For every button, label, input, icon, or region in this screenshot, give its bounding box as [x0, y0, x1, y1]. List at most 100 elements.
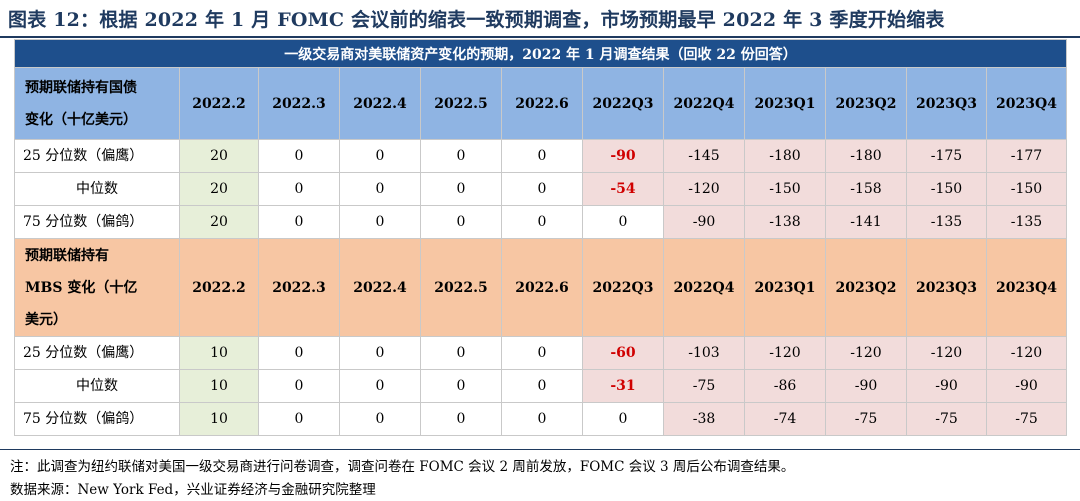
figure-title: 图表 12：根据 2022 年 1 月 FOMC 会议前的缩表一致预期调查，市场…: [8, 9, 945, 31]
value-cell: -74: [744, 402, 826, 436]
value-cell: 0: [339, 369, 421, 403]
value-cell: 0: [339, 402, 421, 436]
row-label: 中位数: [14, 172, 180, 206]
value-cell: 0: [339, 205, 421, 239]
period-header-cell: 2022Q4: [663, 67, 745, 140]
value-cell: 0: [420, 369, 502, 403]
value-cell: -60: [582, 336, 664, 370]
value-cell: -175: [906, 139, 987, 173]
period-header-cell: 2023Q3: [906, 238, 987, 337]
value-cell: 20: [179, 172, 259, 206]
value-cell: 10: [179, 369, 259, 403]
period-header-cell: 2023Q4: [986, 238, 1067, 337]
value-cell: -38: [663, 402, 745, 436]
value-cell: -90: [663, 205, 745, 239]
banner-row: 一级交易商对美联储资产变化的预期，2022 年 1 月调查结果（回收 22 份回…: [14, 39, 1067, 68]
mbs-table-row: 中位数 10 0 0 0 0 -31 -75 -86 -90 -90 -90: [14, 369, 1067, 403]
value-cell: -150: [744, 172, 826, 206]
value-cell: -75: [906, 402, 987, 436]
period-header-cell: 2022.2: [179, 67, 259, 140]
value-cell: -90: [582, 139, 664, 173]
value-cell: -141: [825, 205, 907, 239]
treasury-table-row: 25 分位数（偏鹰） 20 0 0 0 0 -90 -145 -180 -180 -175 -177: [14, 139, 1067, 173]
mbs-header-label-line: MBS 变化（十亿: [25, 279, 138, 296]
period-header-cell: 2023Q1: [744, 67, 826, 140]
period-header-cell: 2023Q3: [906, 67, 987, 140]
value-cell: -158: [825, 172, 907, 206]
mbs-header-label: 预期联储持有 MBS 变化（十亿 美元）: [14, 238, 180, 337]
row-label: 25 分位数（偏鹰）: [14, 139, 180, 173]
period-header-cell: 2022Q3: [582, 238, 664, 337]
period-header-cell: 2022.3: [258, 67, 340, 140]
treasury-table-row: 中位数 20 0 0 0 0 -54 -120 -150 -158 -150 -150: [14, 172, 1067, 206]
period-header-cell: 2023Q1: [744, 238, 826, 337]
period-header-cell: 2023Q2: [825, 67, 907, 140]
period-header-cell: 2022.4: [339, 238, 421, 337]
period-header-cell: 2022Q4: [663, 238, 745, 337]
mbs-header-label-line: 美元）: [25, 311, 67, 328]
value-cell: 20: [179, 205, 259, 239]
figure-title-bar: 图表 12：根据 2022 年 1 月 FOMC 会议前的缩表一致预期调查，市场…: [0, 0, 1080, 38]
treasury-header-label: 预期联储持有国债 变化（十亿美元）: [14, 67, 180, 140]
value-cell: -90: [986, 369, 1067, 403]
table-note: 注：此调查为纽约联储对美国一级交易商进行问卷调查，调查问卷在 FOMC 会议 2…: [10, 459, 795, 475]
value-cell: 10: [179, 402, 259, 436]
value-cell: -120: [825, 336, 907, 370]
period-header-cell: 2023Q4: [986, 67, 1067, 140]
value-cell: -103: [663, 336, 745, 370]
table-banner: 一级交易商对美联储资产变化的预期，2022 年 1 月调查结果（回收 22 份回…: [14, 39, 1067, 68]
value-cell: -135: [906, 205, 987, 239]
value-cell: -145: [663, 139, 745, 173]
value-cell: -90: [825, 369, 907, 403]
value-cell: 0: [420, 336, 502, 370]
value-cell: -150: [986, 172, 1067, 206]
value-cell: -75: [986, 402, 1067, 436]
period-header-cell: 2022.4: [339, 67, 421, 140]
mbs-header-row: 预期联储持有 MBS 变化（十亿 美元） 2022.2 2022.3 2022.4 2022…: [14, 238, 1067, 337]
row-label: 中位数: [14, 369, 180, 403]
value-cell: 0: [339, 139, 421, 173]
value-cell: 0: [501, 336, 583, 370]
value-cell: 10: [179, 336, 259, 370]
value-cell: -138: [744, 205, 826, 239]
value-cell: 0: [420, 139, 502, 173]
value-cell: -120: [986, 336, 1067, 370]
value-cell: 0: [501, 172, 583, 206]
value-cell: 20: [179, 139, 259, 173]
value-cell: -120: [906, 336, 987, 370]
treasury-header-label-line: 变化（十亿美元）: [25, 111, 137, 128]
row-label: 75 分位数（偏鸽）: [14, 402, 180, 436]
period-header-cell: 2022.5: [420, 238, 502, 337]
value-cell: -31: [582, 369, 664, 403]
value-cell: -180: [744, 139, 826, 173]
value-cell: -90: [906, 369, 987, 403]
title-underline: [0, 36, 1080, 38]
value-cell: 0: [420, 172, 502, 206]
value-cell: -86: [744, 369, 826, 403]
period-header-cell: 2022.3: [258, 238, 340, 337]
value-cell: -75: [663, 369, 745, 403]
value-cell: 0: [501, 369, 583, 403]
treasury-table-row: 75 分位数（偏鸽） 20 0 0 0 0 0 -90 -138 -141 -135 -135: [14, 205, 1067, 239]
value-cell: 0: [258, 369, 340, 403]
row-label: 25 分位数（偏鹰）: [14, 336, 180, 370]
period-header-cell: 2022.5: [420, 67, 502, 140]
value-cell: -177: [986, 139, 1067, 173]
value-cell: -120: [663, 172, 745, 206]
survey-table: 一级交易商对美联储资产变化的预期，2022 年 1 月调查结果（回收 22 份回…: [14, 39, 1067, 436]
value-cell: -180: [825, 139, 907, 173]
row-label: 75 分位数（偏鸽）: [14, 205, 180, 239]
value-cell: 0: [339, 336, 421, 370]
data-source: 数据来源：New York Fed，兴业证券经济与金融研究院整理: [10, 482, 376, 498]
value-cell: 0: [258, 172, 340, 206]
table-bottom-rule: [0, 449, 1080, 450]
mbs-header-label-line: 预期联储持有: [25, 247, 109, 264]
period-header-cell: 2022.6: [501, 238, 583, 337]
value-cell: -135: [986, 205, 1067, 239]
period-header-cell: 2023Q2: [825, 238, 907, 337]
treasury-header-row: 预期联储持有国债 变化（十亿美元） 2022.2 2022.3 2022.4 2022.5…: [14, 67, 1067, 140]
value-cell: 0: [501, 402, 583, 436]
period-header-cell: 2022Q3: [582, 67, 664, 140]
value-cell: -75: [825, 402, 907, 436]
value-cell: 0: [258, 205, 340, 239]
